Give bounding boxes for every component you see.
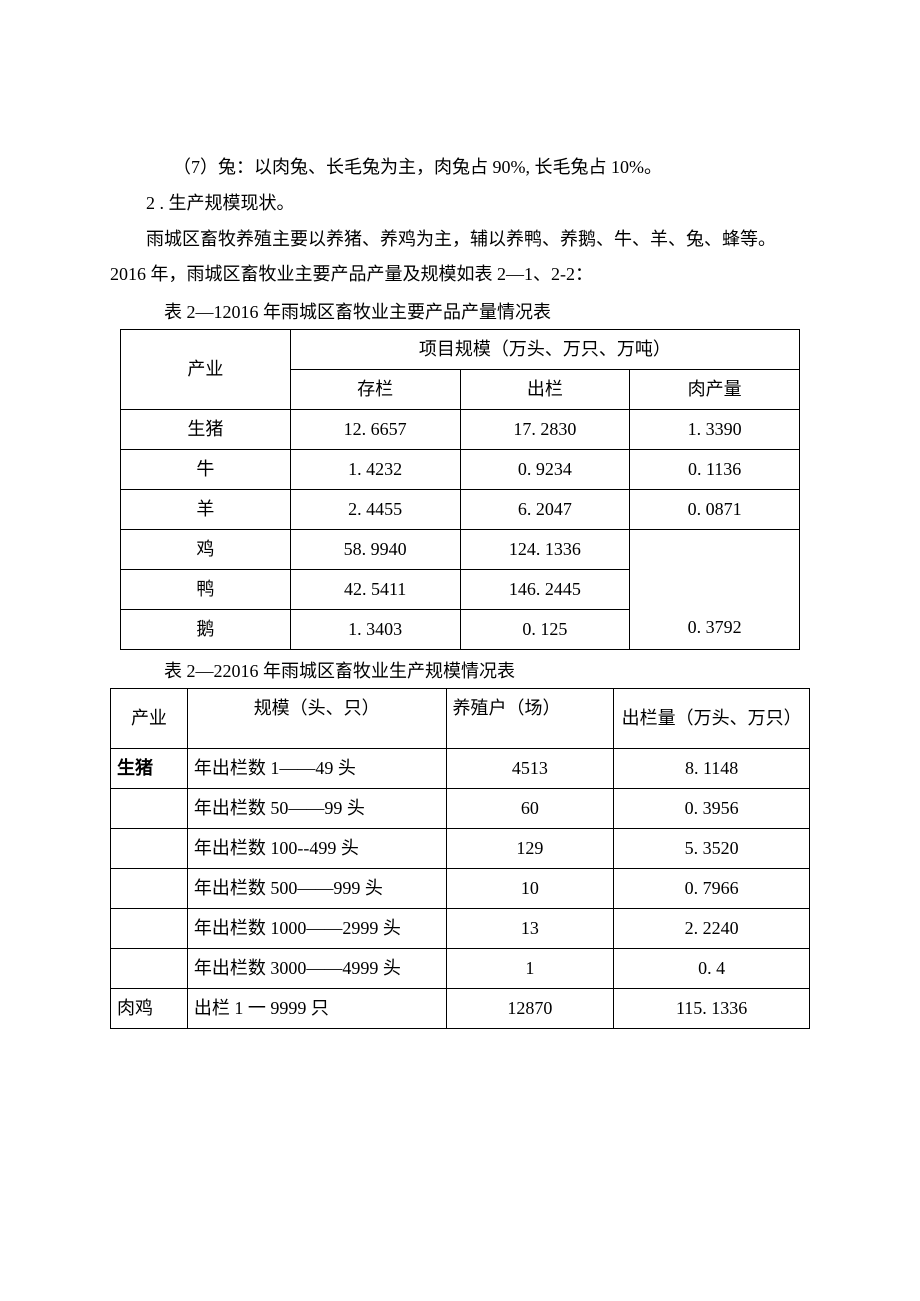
cell-category [111,909,188,949]
cell: 年出栏数 3000——4999 头 [187,949,446,989]
table-row: 肉鸡 出栏 1 一 9999 只 12870 115. 1336 [111,989,810,1029]
table-row: 生猪 12. 6657 17. 2830 1. 3390 [121,409,800,449]
cell: 8. 1148 [614,749,810,789]
cell: 0. 4 [614,949,810,989]
cell: 年出栏数 1——49 头 [187,749,446,789]
paragraph-item-7: （7）兔：以肉兔、长毛兔为主，肉兔占 90%, 长毛兔占 10%。 [110,150,810,184]
cell: 5. 3520 [614,829,810,869]
th-stock: 存栏 [290,369,460,409]
table-2: 产业 规模（头、只） 养殖户（场） 出栏量（万头、万只） 生猪 年出栏数 1——… [110,688,810,1029]
table-row: 年出栏数 100--499 头 129 5. 3520 [111,829,810,869]
cell: 2. 4455 [290,489,460,529]
table-row: 产业 规模（头、只） 养殖户（场） 出栏量（万头、万只） [111,689,810,749]
cell: 12. 6657 [290,409,460,449]
table-row: 年出栏数 3000——4999 头 1 0. 4 [111,949,810,989]
table-row: 牛 1. 4232 0. 9234 0. 1136 [121,449,800,489]
cell: 10 [446,869,614,909]
th-output: 出栏 [460,369,630,409]
cell: 2. 2240 [614,909,810,949]
th-industry: 产业 [111,689,188,749]
cell: 0. 125 [460,609,630,649]
cell: 13 [446,909,614,949]
cell-category [111,789,188,829]
th-output: 出栏量（万头、万只） [614,689,810,749]
th-industry: 产业 [121,329,291,409]
cell: 牛 [121,449,291,489]
table-row: 羊 2. 4455 6. 2047 0. 0871 [121,489,800,529]
cell: 出栏 1 一 9999 只 [187,989,446,1029]
cell: 129 [446,829,614,869]
cell: 年出栏数 500——999 头 [187,869,446,909]
cell: 124. 1336 [460,529,630,569]
cell: 羊 [121,489,291,529]
cell: 1 [446,949,614,989]
paragraph-heading-2: 2 . 生产规模现状。 [110,186,810,220]
cell-category: 肉鸡 [111,989,188,1029]
table-row: 产业 项目规模（万头、万只、万吨） [121,329,800,369]
cell: 0. 3956 [614,789,810,829]
table-row: 年出栏数 500——999 头 10 0. 7966 [111,869,810,909]
cell-merged-meat: 0. 3792 [630,529,800,649]
cell: 17. 2830 [460,409,630,449]
cell: 1. 3390 [630,409,800,449]
th-farms: 养殖户（场） [446,689,614,749]
table-row: 年出栏数 50——99 头 60 0. 3956 [111,789,810,829]
cell: 146. 2445 [460,569,630,609]
cell-category [111,949,188,989]
cell: 年出栏数 50——99 头 [187,789,446,829]
cell: 0. 0871 [630,489,800,529]
cell-category [111,829,188,869]
cell: 1. 3403 [290,609,460,649]
table-row: 生猪 年出栏数 1——49 头 4513 8. 1148 [111,749,810,789]
table-row: 年出栏数 1000——2999 头 13 2. 2240 [111,909,810,949]
cell: 鸭 [121,569,291,609]
cell: 鹅 [121,609,291,649]
cell: 42. 5411 [290,569,460,609]
cell: 60 [446,789,614,829]
cell: 年出栏数 100--499 头 [187,829,446,869]
table-1: 产业 项目规模（万头、万只、万吨） 存栏 出栏 肉产量 生猪 12. 6657 … [120,329,800,650]
th-scale: 规模（头、只） [187,689,446,749]
cell: 年出栏数 1000——2999 头 [187,909,446,949]
cell: 58. 9940 [290,529,460,569]
cell: 生猪 [121,409,291,449]
table-row: 鸡 58. 9940 124. 1336 0. 3792 [121,529,800,569]
cell: 115. 1336 [614,989,810,1029]
cell: 鸡 [121,529,291,569]
table2-caption: 表 2—22016 年雨城区畜牧业生产规模情况表 [110,654,810,688]
cell: 4513 [446,749,614,789]
table1-caption: 表 2—12016 年雨城区畜牧业主要产品产量情况表 [110,295,810,329]
paragraph-body: 雨城区畜牧养殖主要以养猪、养鸡为主，辅以养鸭、养鹅、牛、羊、兔、蜂等。2016 … [110,222,810,290]
cell: 6. 2047 [460,489,630,529]
th-group: 项目规模（万头、万只、万吨） [290,329,799,369]
cell-category: 生猪 [111,749,188,789]
cell: 0. 9234 [460,449,630,489]
cell: 0. 1136 [630,449,800,489]
cell-category [111,869,188,909]
cell: 0. 7966 [614,869,810,909]
cell: 1. 4232 [290,449,460,489]
cell: 12870 [446,989,614,1029]
th-meat: 肉产量 [630,369,800,409]
